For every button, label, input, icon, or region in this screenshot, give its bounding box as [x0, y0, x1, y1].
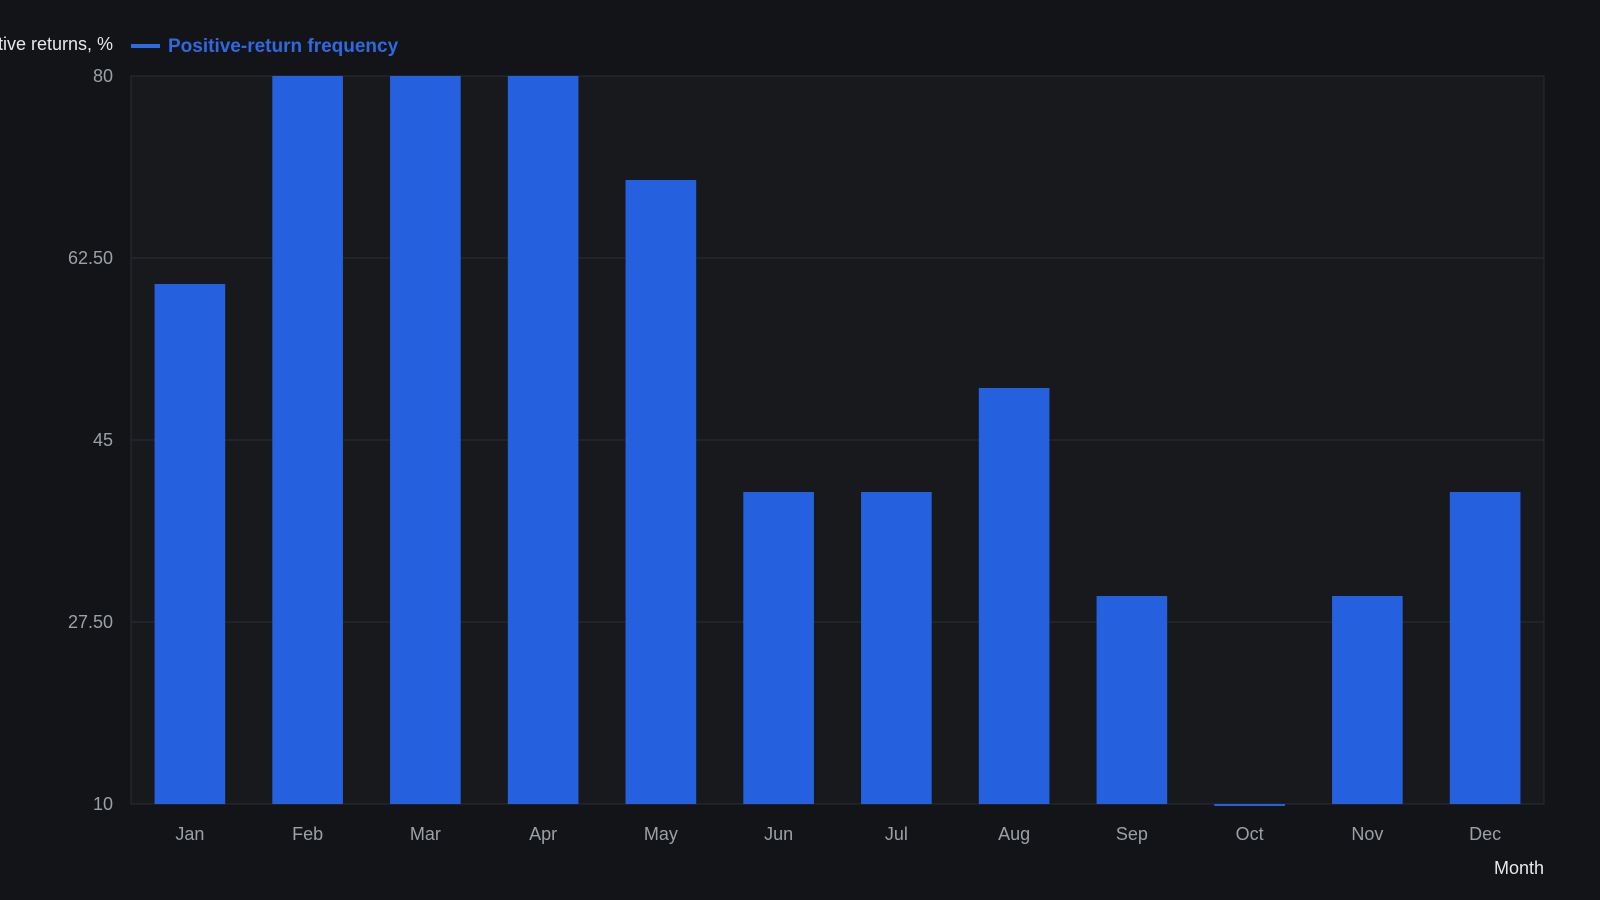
y-tick-label: 27.50 — [68, 612, 113, 632]
legend[interactable]: Positive-return frequency — [131, 36, 399, 57]
bar-mar[interactable] — [390, 76, 461, 804]
x-tick-label: Jun — [764, 824, 793, 844]
x-tick-label: Oct — [1236, 824, 1264, 844]
bar-aug[interactable] — [978, 388, 1050, 804]
x-tick-label: Nov — [1351, 824, 1383, 844]
x-tick-label: Jul — [885, 824, 908, 844]
bar-may[interactable] — [625, 180, 697, 804]
x-tick-label: Aug — [998, 824, 1030, 844]
y-axis-ticks: 10 27.50 45 62.50 80 — [68, 66, 113, 814]
y-tick-label: 62.50 — [68, 248, 113, 268]
bar-nov[interactable] — [1332, 596, 1403, 804]
x-axis-label: Month — [1494, 858, 1544, 878]
bar-jan[interactable] — [154, 284, 226, 804]
bar-apr[interactable] — [507, 76, 579, 804]
x-tick-label: May — [644, 824, 678, 844]
x-tick-label: Jan — [175, 824, 204, 844]
x-axis-ticks: Jan Feb Mar Apr May Jun Jul Aug Sep Oct Nov Dec — [175, 824, 1501, 844]
bar-sep[interactable] — [1096, 596, 1168, 804]
bar-oct[interactable] — [1214, 804, 1285, 806]
x-tick-label: Apr — [529, 824, 557, 844]
bar-feb[interactable] — [272, 76, 343, 804]
bar-jul[interactable] — [861, 492, 932, 804]
bar-jun[interactable] — [743, 492, 814, 804]
x-tick-label: Mar — [410, 824, 441, 844]
y-axis-label: Months with positive returns, % — [0, 34, 113, 54]
y-tick-label: 10 — [93, 794, 113, 814]
gridlines — [131, 257, 1544, 623]
x-tick-label: Dec — [1469, 824, 1501, 844]
x-tick-label: Sep — [1116, 824, 1148, 844]
legend-label: Positive-return frequency — [168, 36, 399, 57]
y-tick-label: 45 — [93, 430, 113, 450]
bar-dec[interactable] — [1449, 492, 1521, 804]
x-tick-label: Feb — [292, 824, 323, 844]
bars — [154, 76, 1521, 806]
y-tick-label: 80 — [93, 66, 113, 86]
